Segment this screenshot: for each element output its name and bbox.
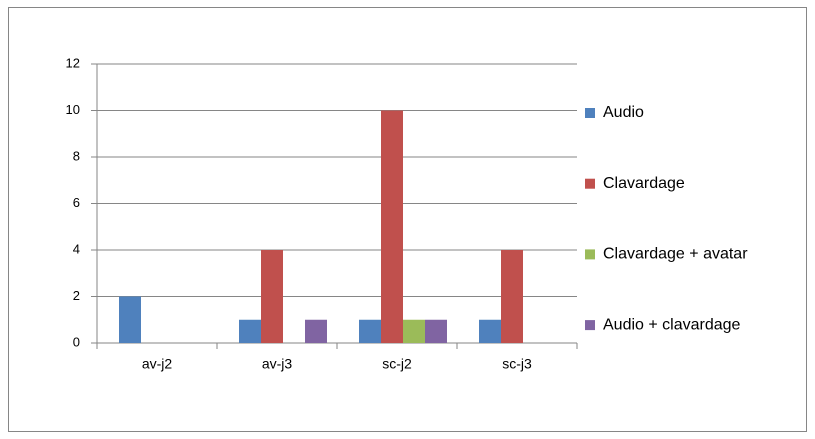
legend-label: Audio	[603, 104, 644, 121]
y-tick-label: 12	[66, 55, 80, 70]
legend-label: Clavardage + avatar	[603, 246, 748, 263]
y-tick-label: 0	[73, 334, 80, 349]
bar	[239, 319, 261, 343]
bar	[403, 319, 425, 343]
bar	[261, 250, 283, 343]
legend-swatch	[585, 320, 595, 331]
legend-swatch	[585, 249, 595, 260]
bar	[381, 110, 403, 343]
x-tick-label: av-j3	[262, 356, 293, 372]
chart-frame	[8, 7, 807, 432]
bar	[119, 296, 141, 343]
bar	[501, 250, 523, 343]
legend-label: Audio + clavardage	[603, 316, 741, 333]
bar	[479, 319, 501, 343]
y-tick-label: 8	[73, 148, 80, 163]
y-tick-label: 6	[73, 195, 80, 210]
legend-swatch	[585, 178, 595, 189]
legend-swatch	[585, 108, 595, 118]
legend-label: Clavardage	[603, 175, 685, 192]
x-tick-label: sc-j3	[502, 356, 532, 372]
x-tick-label: sc-j2	[382, 356, 412, 372]
bar	[305, 319, 327, 343]
bar	[425, 319, 447, 343]
x-tick-label: av-j2	[142, 356, 173, 372]
bar	[359, 319, 381, 343]
y-tick-label: 4	[73, 241, 80, 256]
y-tick-label: 2	[73, 288, 80, 303]
y-tick-label: 10	[66, 102, 80, 117]
